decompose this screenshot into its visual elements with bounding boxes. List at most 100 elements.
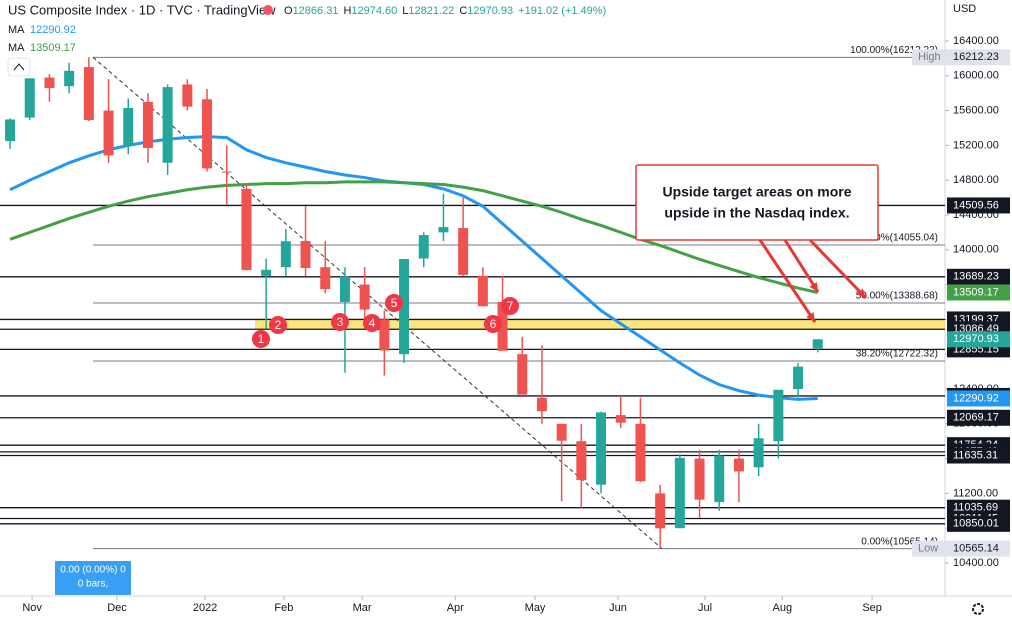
candle-body	[64, 70, 75, 87]
price-badge-label: 12069.17	[953, 412, 999, 424]
overlay: 100.00%(16212.23)61.80%(14055.04)50.00%(…	[252, 45, 938, 547]
current-badge	[947, 331, 1010, 348]
legend-value: 13509.17	[30, 42, 76, 54]
legend-name: MA	[8, 42, 25, 54]
current-badge-label: 12970.93	[953, 333, 999, 345]
price-badge-label: 10850.01	[953, 518, 999, 530]
target-zone	[255, 319, 945, 330]
marker-label: 5	[391, 296, 398, 310]
price-badge-label: 11635.31	[953, 449, 998, 461]
candle-body	[497, 301, 508, 351]
extreme-tag-label: High	[918, 51, 941, 63]
arrow	[783, 239, 820, 293]
x-tick-label: 2022	[193, 602, 217, 614]
marker-label: 2	[275, 318, 282, 332]
annotation-box	[635, 164, 879, 241]
ma-line	[9, 180, 819, 294]
candle-body	[44, 77, 55, 88]
x-tick-label: May	[525, 602, 546, 614]
fib-label: 50.00%(13388.68)	[856, 291, 938, 302]
marker	[484, 315, 502, 333]
marker-label: 4	[369, 316, 376, 330]
candle-body	[517, 354, 528, 395]
y-tick-label: 15600.00	[953, 104, 999, 116]
candle-body	[556, 423, 567, 441]
candle-body	[320, 267, 331, 290]
price-badge-label: 13689.23	[953, 271, 999, 283]
plot	[0, 56, 945, 550]
marker	[252, 330, 270, 348]
x-tick-label: Nov	[22, 602, 42, 614]
arrow-head	[856, 288, 866, 298]
candle-body	[674, 457, 685, 529]
x-tick-label: Aug	[772, 602, 792, 614]
candle-body	[812, 339, 823, 349]
fib-label: 61.80%(14055.04)	[856, 233, 938, 244]
candle-body	[162, 87, 173, 163]
x-tick-label: Mar	[353, 602, 372, 614]
chart-title: US Composite Index · 1D · TVC · TradingV…	[8, 2, 276, 17]
candle-body	[793, 366, 804, 389]
marker	[363, 314, 381, 332]
arrow-head	[806, 312, 815, 322]
y-tick-label: 10400.00	[953, 557, 999, 569]
price-badge	[947, 197, 1010, 214]
ma-badge-label: 13509.17	[953, 286, 999, 298]
marker	[331, 313, 349, 331]
arrow	[758, 239, 817, 323]
y-tick-label: 15200.00	[953, 139, 999, 151]
price-badge-label: 14509.56	[953, 199, 999, 211]
y-tick-label: 11200.00	[953, 487, 998, 499]
candle-body	[300, 241, 311, 268]
candle-body	[339, 276, 350, 302]
x-tick-label: Feb	[274, 602, 293, 614]
ohlc-key: H	[343, 5, 351, 17]
extreme-tag	[912, 540, 1010, 557]
legend-name: MA	[8, 24, 25, 36]
x-tick-label: Dec	[107, 602, 127, 614]
candle-body	[615, 415, 626, 423]
candle-body	[596, 412, 607, 485]
candle-body	[399, 259, 410, 355]
price-badge	[947, 515, 1010, 532]
candle-body	[418, 235, 429, 259]
y-tick-label: 16400.00	[953, 35, 999, 47]
collapse-icon	[13, 63, 25, 71]
candle-body	[5, 119, 16, 142]
ohlc-value: 12974.60	[351, 5, 397, 17]
header-bg	[0, 0, 580, 20]
annotation-text: upside in the Nasdaq index.	[664, 205, 849, 221]
marker-label: 1	[258, 332, 265, 346]
candle-body	[280, 241, 291, 268]
x-tick-label: Apr	[447, 602, 464, 614]
fib-label: 0.00%(10565.14)	[861, 536, 938, 547]
candle-body	[103, 110, 114, 156]
candle-body	[182, 84, 193, 107]
x-tick-label: Sep	[862, 602, 882, 614]
candle-body	[694, 458, 705, 500]
candle-body	[576, 441, 587, 480]
candle-body	[773, 389, 784, 442]
marker-label: 7	[507, 299, 514, 313]
candle-body	[123, 107, 134, 146]
legend-value: 12290.92	[30, 24, 76, 36]
candle-body	[536, 397, 547, 412]
marker-label: 6	[490, 317, 497, 331]
status-dot	[263, 5, 273, 15]
price-badge	[947, 268, 1010, 285]
y-tick-label: 14800.00	[953, 174, 999, 186]
ma-badge	[947, 284, 1010, 301]
ma-badge-label: 12290.92	[953, 392, 999, 404]
candle-body	[379, 319, 390, 351]
extreme-tag-label: Low	[918, 543, 938, 555]
candle-body	[753, 438, 764, 468]
x-tick-label: Jun	[609, 602, 627, 614]
ohlc-value: 12970.93	[467, 5, 513, 17]
candle-body	[359, 284, 370, 310]
candle-body	[635, 423, 646, 482]
y-tick-label: 16000.00	[953, 70, 999, 82]
ohlc-key: O	[284, 5, 293, 17]
ma-badge	[947, 390, 1010, 407]
candle-body	[655, 493, 666, 529]
marker-label: 3	[337, 315, 344, 329]
